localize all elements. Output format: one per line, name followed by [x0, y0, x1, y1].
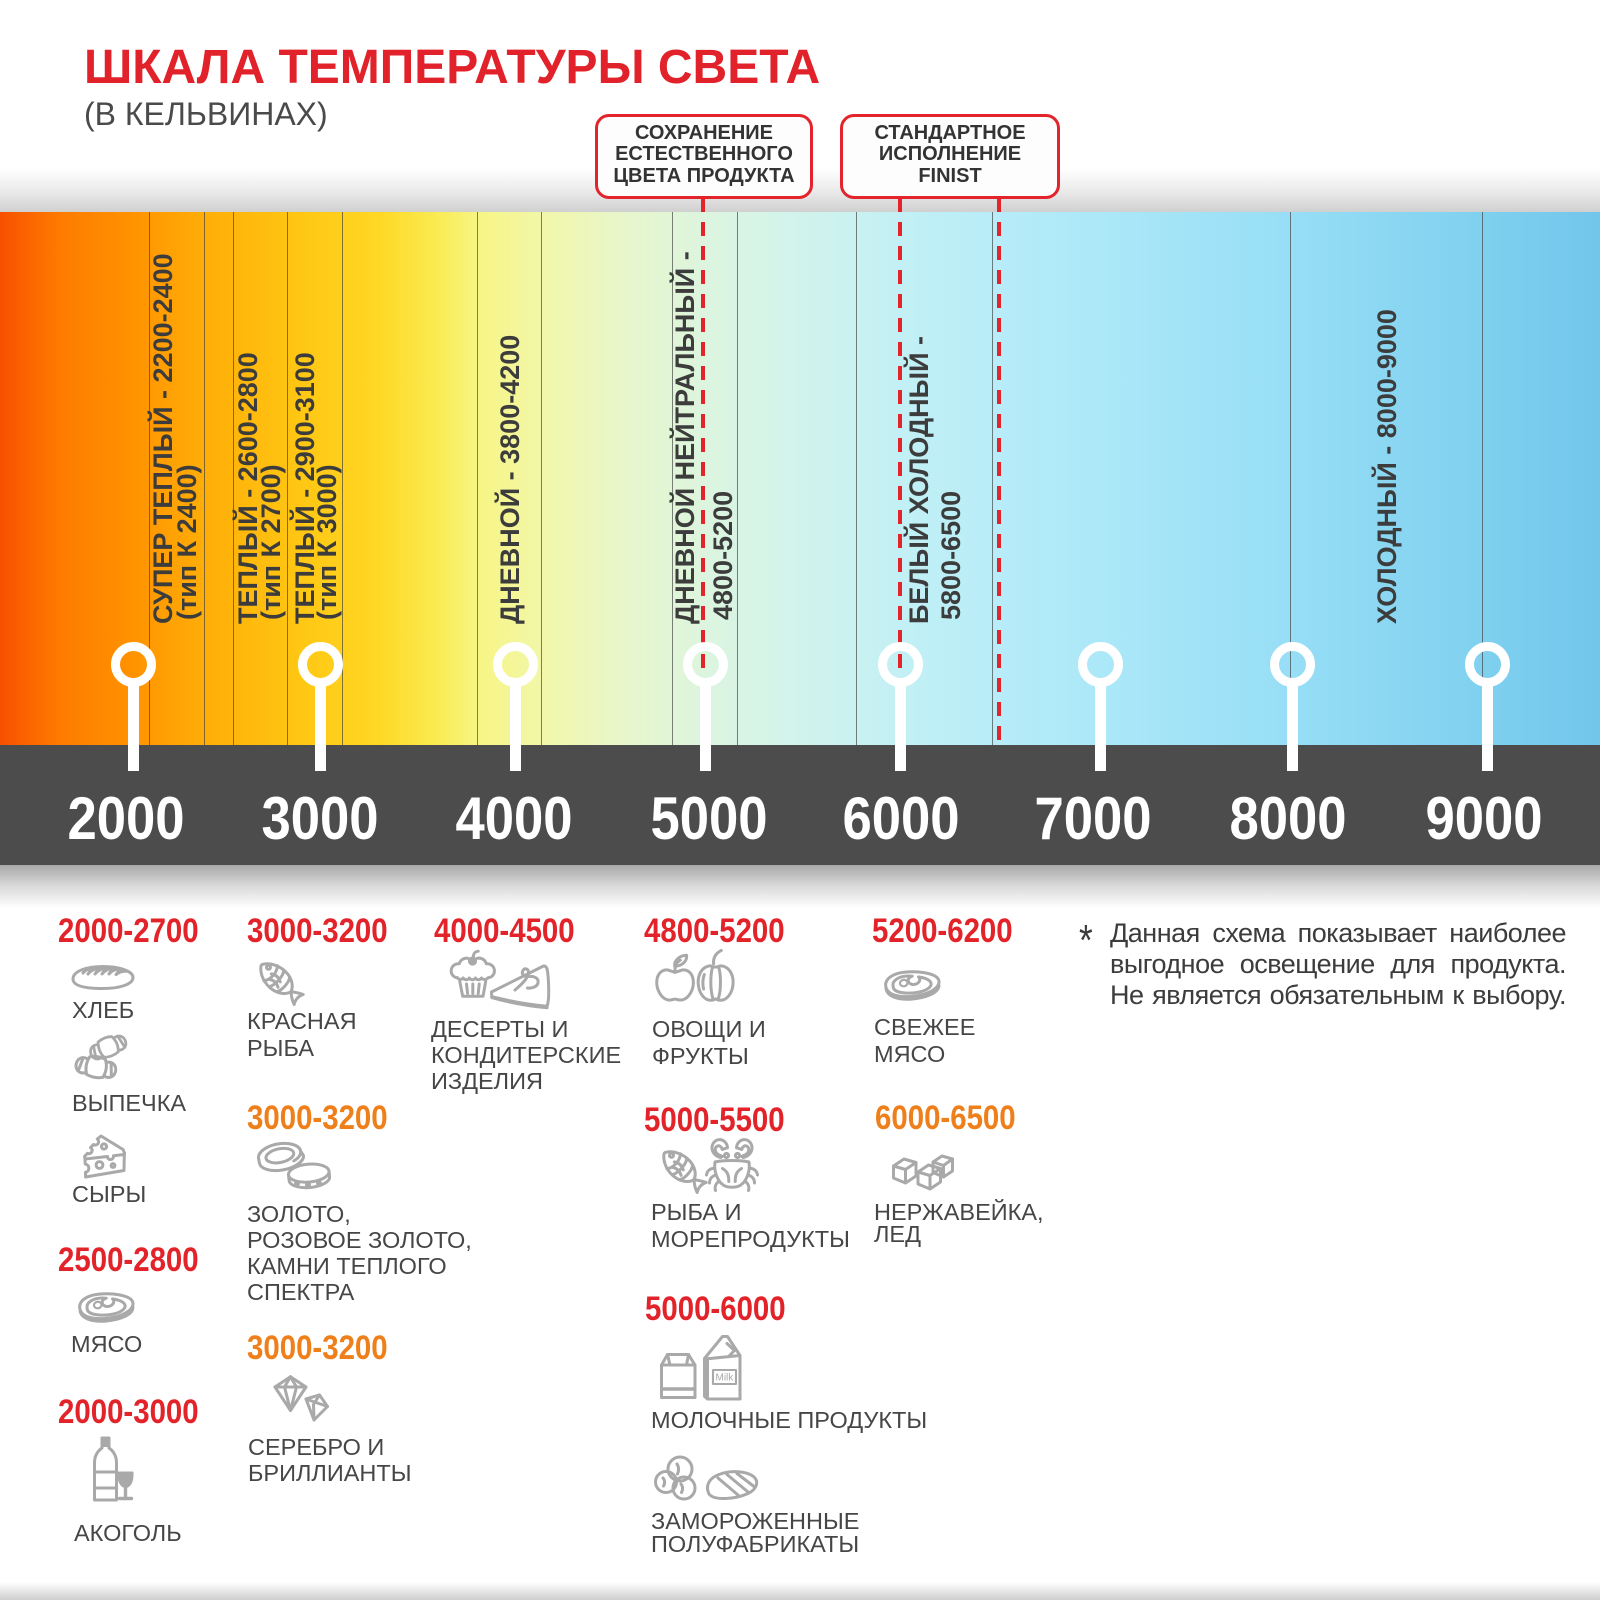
svg-text:Milk: Milk — [716, 1373, 735, 1384]
